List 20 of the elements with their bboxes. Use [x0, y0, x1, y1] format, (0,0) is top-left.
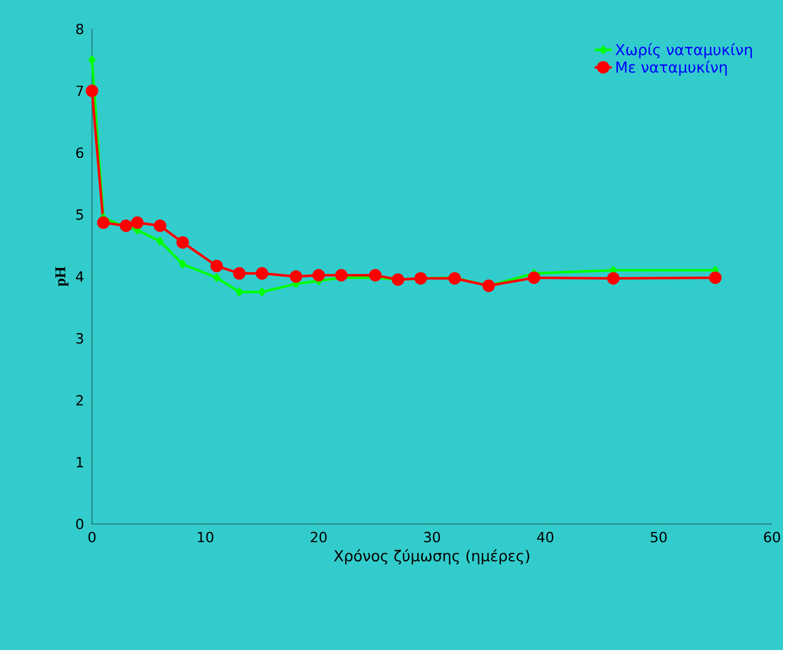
x-tick-label: 10: [198, 532, 214, 542]
legend-label: Χωρίς ναταμυκίνη: [615, 43, 752, 58]
y-tick-label: 8: [76, 24, 84, 34]
x-tick-label: 30: [424, 532, 440, 542]
legend-label: Με ναταμυκίνη: [616, 60, 727, 76]
y-tick-label: 2: [76, 395, 83, 406]
y-axis-title: pH: [55, 266, 68, 286]
y-tick-label: 6: [76, 147, 84, 158]
y-tick-label: 1: [76, 457, 83, 468]
x-tick-label: 0: [88, 532, 96, 542]
y-tick-label: 7: [76, 86, 84, 96]
y-tick-label: 3: [76, 333, 84, 344]
x-tick-label: 20: [310, 532, 327, 542]
x-tick-label: 40: [537, 532, 554, 542]
y-tick-label: 4: [76, 271, 84, 282]
x-tick-label: 60: [764, 532, 780, 542]
y-tick-label: 0: [76, 518, 84, 530]
y-tick-label: 5: [76, 209, 83, 220]
x-tick-label: 50: [650, 532, 667, 542]
x-axis-title: Χρόνος ζύμωσης (ημέρες): [334, 549, 530, 564]
